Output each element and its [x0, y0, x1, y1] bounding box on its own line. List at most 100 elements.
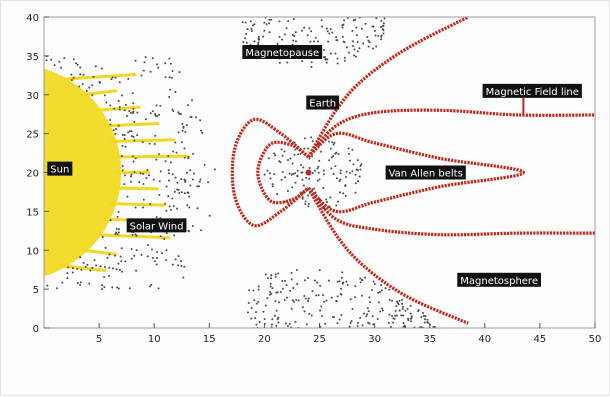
particle-dot — [164, 202, 167, 205]
particle-dot — [182, 276, 185, 279]
particle-dot — [134, 233, 137, 236]
particle-dot — [281, 38, 284, 41]
particle-dot — [300, 29, 303, 32]
particle-dot — [270, 18, 273, 21]
field-line-middle-loop — [256, 140, 310, 205]
particle-dot — [275, 291, 278, 294]
field-line-upper-tail — [307, 17, 470, 158]
particle-dot — [186, 104, 189, 107]
particle-dot — [100, 288, 103, 291]
particle-dot — [281, 287, 284, 290]
particle-dot — [180, 178, 183, 181]
particle-dot — [118, 108, 121, 111]
particle-dot — [170, 76, 173, 79]
particle-dot — [177, 111, 180, 114]
particle-dot — [98, 80, 101, 83]
particle-dot — [394, 314, 397, 317]
particle-dot — [367, 39, 370, 42]
particle-dot — [269, 177, 272, 180]
particle-dot — [108, 274, 111, 277]
particle-dot — [420, 315, 423, 318]
particle-dot — [199, 119, 202, 122]
particle-dot — [407, 317, 410, 320]
particle-dot — [188, 206, 191, 209]
particle-dot — [255, 302, 258, 305]
particle-dot — [255, 323, 258, 326]
particle-dot — [377, 291, 380, 294]
particle-dot — [46, 284, 49, 287]
particle-dot — [198, 180, 201, 183]
particle-dot — [296, 169, 299, 172]
particle-dot — [183, 147, 186, 150]
particle-dot — [280, 178, 283, 181]
particle-dot — [294, 148, 297, 151]
particle-dot — [136, 111, 139, 114]
particle-dot — [168, 205, 171, 208]
particle-dot — [169, 62, 172, 65]
particle-dot — [331, 141, 334, 144]
particle-dot — [329, 28, 332, 31]
particle-dot — [324, 58, 327, 61]
particle-dot — [313, 279, 316, 282]
particle-dot — [106, 256, 109, 259]
particle-dot — [153, 142, 156, 145]
particle-dot — [340, 293, 343, 296]
particle-dot — [404, 309, 407, 312]
particle-dot — [275, 325, 278, 328]
particle-dot — [342, 192, 345, 195]
particle-dot — [200, 229, 203, 232]
particle-dot — [302, 166, 305, 169]
solar-wind-streak — [103, 122, 160, 128]
particle-dot — [303, 26, 306, 29]
particle-dot — [380, 38, 383, 41]
particle-dot — [142, 182, 145, 185]
particle-dot — [142, 198, 145, 201]
particle-dot — [380, 284, 383, 287]
particle-dot — [316, 167, 319, 170]
particle-dot — [265, 23, 268, 26]
particle-dot — [422, 311, 425, 314]
particle-dot — [379, 290, 382, 293]
particle-dot — [250, 27, 253, 30]
particle-dot — [253, 40, 256, 43]
particle-dot — [180, 265, 183, 268]
particle-dot — [168, 76, 171, 79]
particle-dot — [305, 176, 308, 179]
particle-dot — [154, 113, 157, 116]
particle-dot — [115, 231, 118, 234]
particle-dot — [266, 169, 269, 172]
particle-dot — [203, 163, 206, 166]
particle-dot — [288, 172, 291, 175]
particle-dot — [61, 281, 64, 284]
particle-dot — [333, 141, 336, 144]
particle-dot — [382, 22, 385, 25]
particle-dot — [121, 270, 124, 273]
particle-dot — [111, 76, 114, 79]
particle-dot — [323, 300, 326, 303]
label-box — [482, 83, 582, 98]
particle-dot — [244, 37, 247, 40]
particle-dot — [145, 177, 148, 180]
particle-dot — [150, 248, 153, 251]
particle-dot — [343, 56, 346, 59]
particle-dot — [154, 134, 157, 137]
label-text: Solar Wind — [130, 221, 184, 232]
sun-layer — [44, 68, 122, 277]
particle-dot — [123, 174, 126, 177]
particle-dot — [132, 102, 135, 105]
particle-dot — [336, 295, 339, 298]
particle-dot — [118, 81, 121, 84]
particle-dot — [313, 187, 316, 190]
particle-dot — [307, 194, 310, 197]
particle-dot — [191, 178, 194, 181]
particle-dot — [371, 25, 374, 28]
particle-dot — [387, 321, 390, 324]
particle-dot — [297, 299, 300, 302]
particle-dot — [184, 180, 187, 183]
particle-dot — [328, 140, 331, 143]
particle-dot — [335, 36, 338, 39]
particle-dot — [368, 296, 371, 299]
particle-dot — [114, 132, 117, 135]
label-van-allen-belts: Van Allen belts — [385, 165, 466, 180]
solar-wind-streak — [94, 233, 171, 240]
